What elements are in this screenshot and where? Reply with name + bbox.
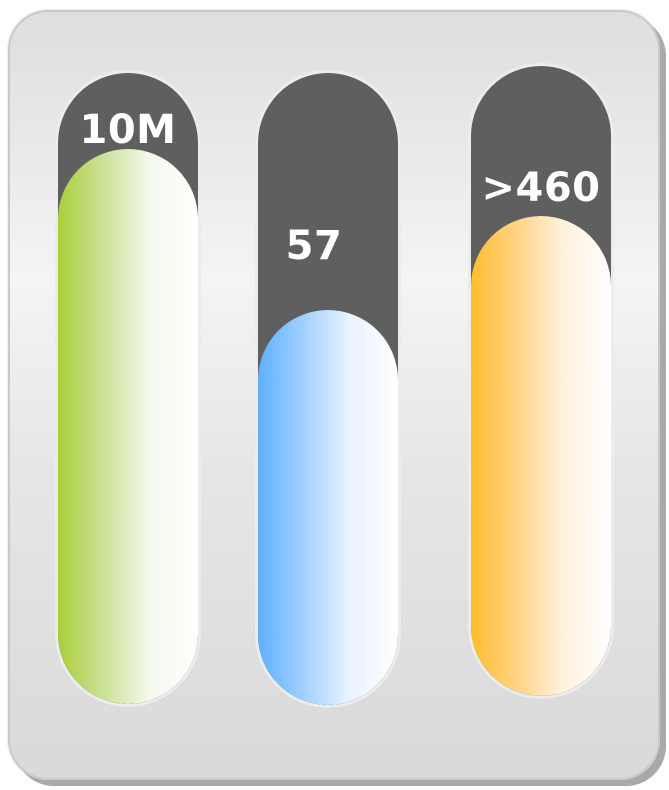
gauge-value-2: 57	[285, 223, 343, 269]
gauge-value-1: 10M	[79, 107, 177, 153]
gauge-tube-1: 10M	[58, 73, 198, 704]
gauge-tube-3: >460	[471, 66, 611, 696]
gauge-value-3: >460	[481, 165, 601, 211]
gauge-fill-2	[258, 310, 398, 705]
gauge-tube-2: 57	[258, 73, 398, 705]
gauge-fill-1	[58, 149, 198, 704]
gauge-fill-3	[471, 216, 611, 696]
